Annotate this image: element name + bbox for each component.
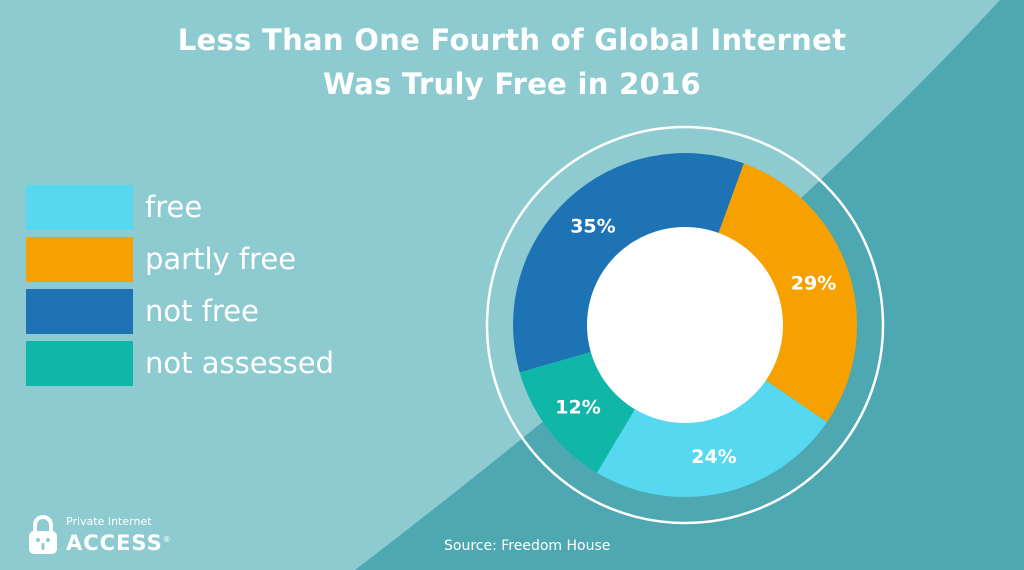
legend-swatch-partly-free — [26, 236, 133, 282]
legend-item-not-free: not free — [26, 285, 334, 337]
donut-chart: 29% 24% 12% 35% — [485, 125, 885, 525]
legend-label-not-assessed: not assessed — [145, 346, 335, 380]
legend-swatch-not-assessed — [26, 340, 133, 386]
chart-title-line-1: Less Than One Fourth of Global Internet — [177, 23, 847, 57]
registered-mark: ® — [162, 535, 172, 544]
legend-item-not-assessed: not assessed — [26, 337, 334, 389]
logo-text: Private Internet ACCESS® — [66, 515, 172, 555]
logo-line-2: ACCESS® — [66, 528, 172, 555]
slice-label-not-assessed: 12% — [555, 396, 600, 418]
source-note: Source: Freedom House — [444, 538, 611, 554]
donut-center — [587, 227, 783, 423]
slice-label-not-free: 35% — [570, 215, 615, 237]
background-curve — [355, 0, 1024, 570]
outer-ring — [485, 125, 885, 525]
logo: Private Internet ACCESS® — [26, 514, 172, 556]
slice-label-free: 24% — [691, 446, 736, 468]
legend-swatch-not-free — [26, 288, 133, 334]
legend-label-not-free: not free — [145, 294, 259, 328]
logo-line-1: Private Internet — [66, 515, 152, 528]
legend-label-partly-free: partly free — [145, 242, 297, 276]
legend-item-partly-free: partly free — [26, 233, 334, 285]
legend: free partly free not free not assessed — [26, 181, 334, 389]
legend-label-free: free — [145, 190, 203, 224]
lock-icon — [29, 515, 57, 554]
chart-title-line-2: Was Truly Free in 2016 — [322, 67, 702, 101]
legend-swatch-free — [26, 184, 133, 230]
legend-item-free: free — [26, 181, 334, 233]
logo-wordmark: ACCESS — [66, 531, 163, 555]
slice-label-partly-free: 29% — [791, 273, 836, 295]
